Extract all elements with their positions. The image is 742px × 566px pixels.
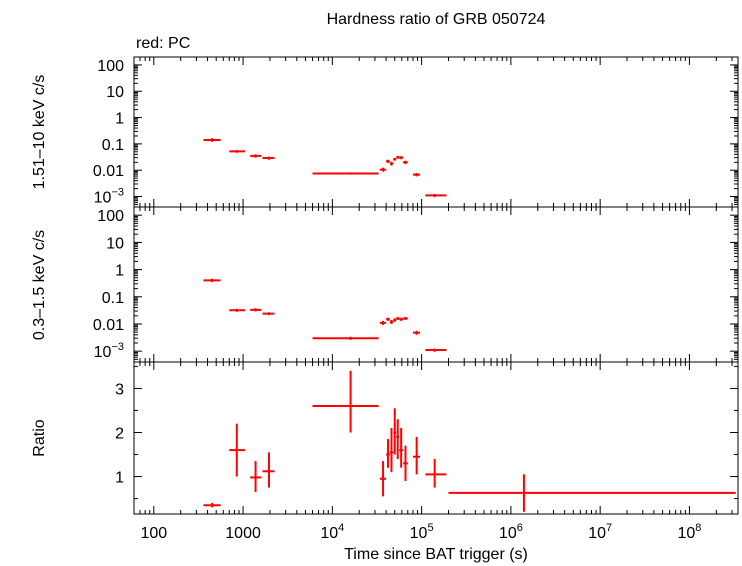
x-tick-label: 106 — [499, 522, 523, 542]
y-tick-label: 0.01 — [93, 163, 124, 180]
data-point — [250, 154, 262, 158]
data-point — [399, 156, 404, 160]
y-tick-label: 10 — [106, 235, 124, 252]
data-point — [312, 336, 379, 340]
data-point — [412, 173, 421, 177]
data-point — [262, 452, 275, 488]
data-point — [386, 439, 390, 468]
data-point — [262, 156, 275, 160]
y-tick-label: 10−3 — [94, 187, 124, 207]
data-point — [379, 320, 387, 325]
panel-ratio: 1 2 3 Ratio — [31, 361, 739, 515]
data-point — [396, 419, 400, 459]
data-point — [229, 150, 245, 153]
panel-frame — [133, 56, 739, 208]
data-point — [403, 160, 408, 165]
data-point — [412, 436, 421, 475]
x-tick-base: 10 — [320, 525, 338, 542]
data-point — [389, 428, 394, 473]
x-tick-label: 100 — [140, 525, 167, 542]
data-point — [312, 172, 379, 175]
y-tick-label: 0.01 — [93, 317, 124, 334]
data-point — [399, 428, 404, 468]
data-point — [379, 461, 387, 497]
x-tick-label: 105 — [410, 522, 434, 542]
x-tick-label: 107 — [588, 522, 612, 542]
y-tick-label: 1 — [115, 470, 124, 487]
y-tick-label: 100 — [97, 208, 124, 225]
y-axis-label-hard: 1.51–10 keV c/s — [31, 75, 48, 190]
data-point — [403, 317, 408, 321]
data-point — [229, 423, 245, 477]
data-point — [425, 193, 447, 198]
x-tick-label: 1000 — [225, 525, 261, 542]
y-tick-label: 0.1 — [102, 137, 124, 154]
data-point — [425, 348, 447, 352]
panel-frame — [133, 361, 739, 515]
x-tick-base: 10 — [410, 525, 428, 542]
y-tick-label: 0.1 — [102, 290, 124, 307]
data-point — [386, 317, 390, 321]
chart-title: Hardness ratio of GRB 050724 — [327, 11, 546, 28]
data-point — [393, 408, 397, 455]
x-tick-base: 10 — [588, 525, 606, 542]
y-axis-label-ratio: Ratio — [31, 419, 48, 456]
data-point — [250, 461, 262, 492]
data-point — [386, 159, 390, 163]
y-tick-label: 1 — [115, 111, 124, 128]
data-point — [425, 458, 447, 488]
panel-frame — [133, 206, 739, 363]
data-point — [412, 330, 421, 335]
y-tick-exponent: −3 — [111, 341, 124, 353]
data-point — [250, 308, 262, 312]
y-tick-base: 10 — [94, 190, 112, 207]
data-point — [396, 155, 400, 159]
data-point — [393, 158, 397, 161]
x-tick-base: 10 — [677, 525, 695, 542]
data-point — [399, 317, 404, 321]
y-tick-base: 10 — [94, 344, 112, 361]
x-tick-base: 10 — [499, 525, 517, 542]
y-tick-label: 100 — [97, 58, 124, 75]
data-point — [229, 308, 245, 312]
data-point — [393, 318, 397, 322]
data-point — [203, 278, 221, 282]
data-point — [203, 502, 221, 508]
y-tick-label: 10−3 — [94, 341, 124, 361]
data-point — [389, 161, 394, 166]
x-tick-label: 104 — [320, 522, 344, 542]
x-axis-label: Time since BAT trigger (s) — [344, 546, 528, 563]
chart-subtitle: red: PC — [136, 35, 190, 52]
y-tick-label: 10 — [106, 84, 124, 101]
data-point — [389, 320, 394, 324]
y-tick-label: 1 — [115, 263, 124, 280]
data-point — [396, 317, 400, 321]
data-point — [262, 312, 275, 316]
data-point — [203, 138, 221, 142]
data-point — [448, 474, 736, 512]
x-tick-exponent: 6 — [517, 522, 523, 534]
data-point — [403, 445, 408, 481]
x-tick-exponent: 5 — [427, 522, 433, 534]
y-tick-exponent: −3 — [111, 187, 124, 199]
x-tick-label: 108 — [677, 522, 701, 542]
y-tick-label: 3 — [115, 381, 124, 398]
x-tick-exponent: 4 — [338, 522, 344, 534]
data-point — [312, 370, 379, 433]
data-point — [379, 167, 387, 172]
y-tick-label: 2 — [115, 425, 124, 442]
x-tick-exponent: 8 — [695, 522, 701, 534]
y-axis-label-soft: 0.3–1.5 keV c/s — [31, 230, 48, 340]
x-tick-exponent: 7 — [606, 522, 612, 534]
